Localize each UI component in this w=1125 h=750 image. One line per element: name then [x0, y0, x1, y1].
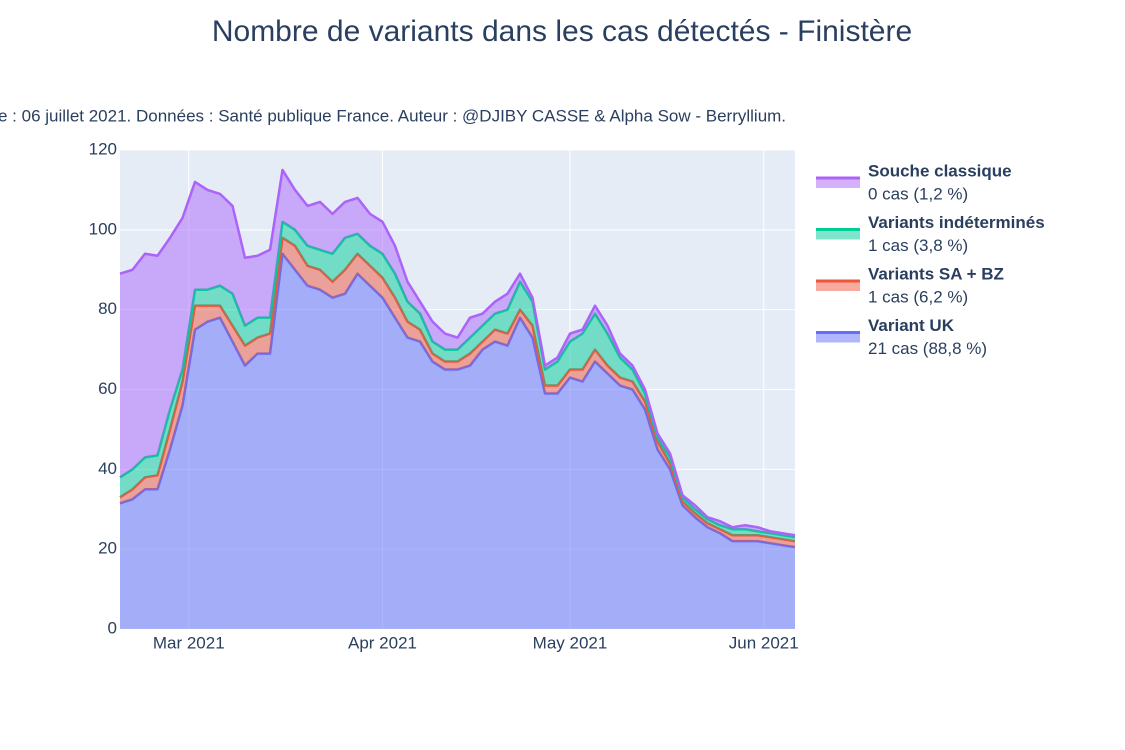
y-tick-label: 60 [98, 379, 117, 398]
y-tick-label: 100 [89, 219, 117, 238]
y-tick-label: 20 [98, 539, 117, 558]
legend-swatch [816, 281, 860, 291]
chart-subtitle: e : 06 juillet 2021. Données : Santé pub… [0, 106, 786, 125]
legend-swatch [816, 178, 860, 188]
y-tick-label: 40 [98, 459, 117, 478]
labels: 0 20 40 60 80 100 120 Mar 2021 Apr 2021 May 2021 J… [89, 139, 1045, 652]
legend-detail: 1 cas (3,8 %) [868, 236, 968, 255]
legend-label: Souche classique [868, 161, 1012, 180]
legend-detail: 21 cas (88,8 %) [868, 339, 987, 358]
legend-label: Variants indéterminés [868, 213, 1045, 232]
x-tick-label: Apr 2021 [348, 633, 417, 652]
legend-detail: 1 cas (6,2 %) [868, 287, 968, 306]
y-tick-label: 0 [108, 618, 117, 637]
y-tick-label: 120 [89, 139, 117, 158]
legend-swatch [816, 229, 860, 240]
chart-title: Nombre de variants dans les cas détectés… [212, 15, 912, 48]
x-tick-label: May 2021 [533, 633, 608, 652]
area-fill [120, 253, 795, 630]
legend-detail: 0 cas (1,2 %) [868, 184, 968, 203]
legend-swatch [816, 332, 860, 343]
y-tick-label: 80 [98, 299, 117, 318]
legend-label: Variants SA + BZ [868, 264, 1004, 283]
areas [119, 168, 796, 630]
area-line [119, 168, 796, 537]
x-tick-label: Jun 2021 [729, 633, 799, 652]
legend-label: Variant UK [868, 316, 955, 335]
x-tick-label: Mar 2021 [153, 633, 225, 652]
